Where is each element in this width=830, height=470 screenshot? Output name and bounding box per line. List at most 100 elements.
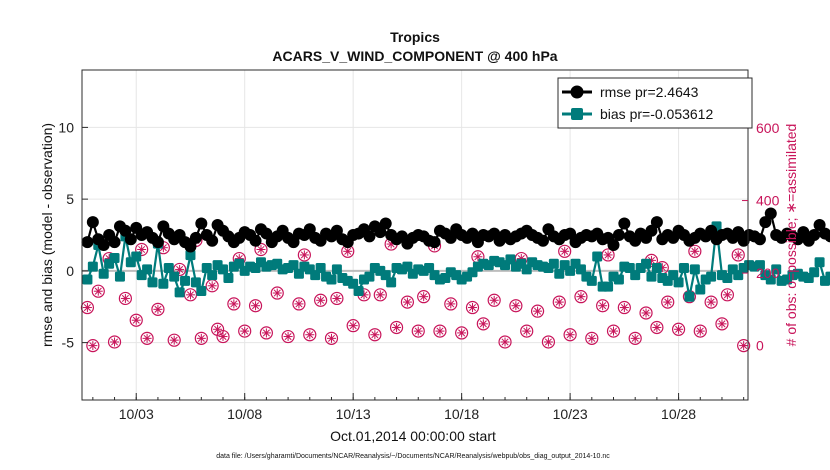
obs-possible-marker [417, 290, 431, 304]
bias-point [684, 291, 695, 302]
obs-count-point [704, 295, 718, 309]
obs-count-point [118, 291, 132, 306]
obs-count-point [688, 244, 702, 258]
obs-possible-marker [628, 331, 642, 345]
rmse-point [618, 217, 631, 230]
obs-assimilated-marker [332, 293, 342, 303]
obs-possible-marker [254, 242, 268, 257]
asterisk-stroke [588, 334, 596, 342]
obs-possible-marker [737, 339, 751, 353]
bias-point [613, 274, 624, 285]
obs-possible-marker [129, 313, 143, 327]
obs-count-point [80, 300, 95, 315]
obs-count-point [254, 242, 268, 257]
asterisk-stroke [111, 338, 119, 346]
asterisk-stroke [360, 291, 368, 299]
obs-assimilated-marker [256, 245, 266, 255]
rmse-point [363, 230, 376, 243]
x-tick-label: 10/08 [227, 406, 262, 422]
rmse-point [249, 234, 262, 247]
asterisk-stroke [544, 338, 552, 346]
obs-possible-marker [552, 295, 566, 309]
obs-count-point [606, 324, 621, 338]
obs-assimilated-marker [478, 319, 488, 329]
asterisk-stroke [241, 327, 249, 335]
bias-point [223, 273, 234, 284]
asterisk-stroke [420, 293, 428, 301]
asterisk-stroke [436, 327, 444, 335]
asterisk-stroke [170, 336, 178, 344]
asterisk-stroke [94, 287, 102, 295]
asterisk-stroke [599, 302, 607, 310]
bias-point [722, 273, 733, 284]
bias-point [114, 271, 125, 282]
obs-assimilated-marker [110, 337, 120, 347]
obs-count-point [476, 317, 490, 331]
asterisk-stroke [664, 298, 672, 306]
bias-point [180, 275, 191, 286]
obs-count-point [238, 324, 252, 338]
obs-count-point [259, 326, 273, 340]
bias-point [326, 274, 337, 285]
obs-count-point [368, 328, 382, 342]
bias-point [679, 263, 690, 273]
bias-point [554, 268, 565, 279]
obs-count-point [281, 329, 295, 344]
obs-count-point [433, 324, 447, 338]
obs-possible-marker [140, 331, 154, 345]
obs-assimilated-marker [663, 297, 673, 307]
obs-assimilated-marker [175, 264, 185, 274]
y-axis-left: -5 0 5 10 [58, 119, 88, 351]
obs-assimilated-marker [722, 290, 732, 300]
asterisk-stroke [295, 300, 303, 308]
obs-count-point [216, 329, 230, 344]
obs-possible-marker [465, 300, 480, 315]
asterisk-stroke [154, 305, 162, 313]
obs-assimilated-marker [375, 290, 385, 300]
bias-point [641, 258, 652, 269]
rmse-point [428, 236, 441, 249]
obs-count-point [693, 324, 707, 338]
rmse-point [379, 217, 392, 230]
asterisk-stroke [121, 294, 129, 302]
asterisk-stroke [501, 338, 509, 346]
asterisk-stroke [219, 333, 227, 341]
obs-possible-marker [509, 299, 523, 313]
asterisk-stroke [523, 327, 531, 335]
obs-assimilated-marker [207, 281, 217, 291]
obs-assimilated-marker [717, 319, 727, 329]
obs-count-point [227, 297, 241, 311]
obs-possible-marker [368, 328, 382, 342]
rmse-point [612, 229, 625, 241]
obs-assimilated-marker [240, 326, 250, 336]
bias-point [174, 287, 185, 298]
rmse-point [189, 231, 202, 244]
obs-assimilated-marker [229, 299, 239, 309]
obs-possible-marker [720, 288, 734, 302]
obs-count-point [671, 322, 686, 336]
bias-point [98, 268, 109, 279]
bias-point [288, 260, 299, 271]
obs-count-point [585, 331, 599, 345]
obs-assimilated-marker [326, 333, 336, 343]
obs-assimilated-marker [305, 330, 315, 340]
y-axis-right-label: # of obs: o=possible; ∗=assimilated [783, 124, 799, 347]
x-tick-label: 10/28 [661, 406, 696, 422]
bias-point [142, 264, 153, 275]
bias-point [809, 267, 820, 278]
obs-assimilated-marker [169, 335, 179, 345]
bias-point [765, 274, 776, 285]
obs-possible-marker [498, 335, 512, 349]
obs-possible-marker [297, 248, 311, 262]
asterisk-stroke [393, 323, 401, 332]
obs-count-point [183, 288, 198, 302]
y-axis-left-label: rmse and bias (model - observation) [39, 123, 55, 347]
asterisk-stroke [230, 300, 238, 308]
obs-assimilated-marker [419, 292, 429, 302]
obs-possible-marker [693, 324, 707, 338]
obs-assimilated-marker [652, 322, 662, 332]
asterisk-stroke [159, 244, 167, 252]
obs-assimilated-marker [213, 324, 223, 334]
obs-count-point [129, 313, 143, 327]
